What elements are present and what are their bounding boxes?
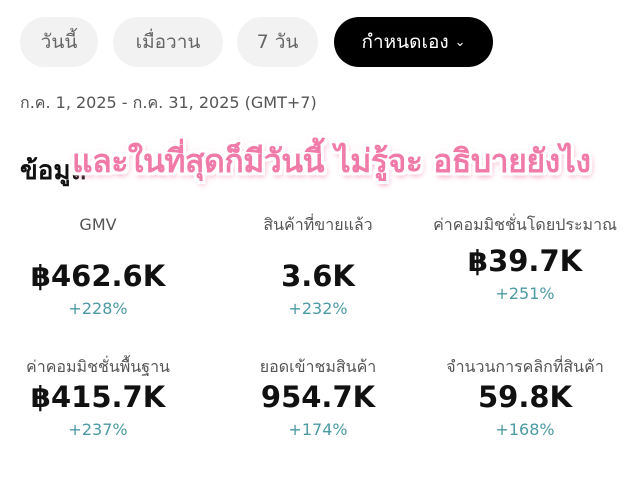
filter-yesterday[interactable]: เมื่อวาน — [113, 17, 223, 67]
metric-items-sold[interactable]: สินค้าที่ขายแล้ว 3.6K +232% — [213, 213, 423, 318]
metric-gmv[interactable]: GMV ฿462.6K +228% — [0, 213, 203, 318]
metric-label: ค่าคอมมิชชั่นพื้นฐาน — [26, 357, 170, 376]
metric-product-clicks[interactable]: จำนวนการคลิกที่สินค้า 59.8K +168% — [420, 355, 630, 439]
metric-label: จำนวนการคลิกที่สินค้า — [446, 357, 604, 376]
metric-change: +251% — [495, 284, 555, 303]
metric-product-views[interactable]: ยอดเข้าชมสินค้า 954.7K +174% — [213, 355, 423, 439]
metric-change: +232% — [288, 299, 348, 318]
metric-value: ฿462.6K — [30, 259, 166, 293]
filter-label: เมื่อวาน — [135, 31, 201, 53]
metric-base-commission[interactable]: ค่าคอมมิชชั่นพื้นฐาน ฿415.7K +237% — [0, 355, 203, 439]
date-range: ก.ค. 1, 2025 - ก.ค. 31, 2025 (GMT+7) — [20, 93, 317, 112]
filter-label: กำหนดเอง — [361, 31, 449, 53]
filter-today[interactable]: วันนี้ — [20, 17, 98, 67]
metric-label: ค่าคอมมิชชั่นโดยประมาณ — [433, 215, 617, 234]
metric-change: +228% — [68, 299, 128, 318]
overlay-caption: และในที่สุดก็มีวันนี้ ไม่รู้จะ อธิบายยัง… — [72, 142, 591, 180]
chevron-down-icon: ⌄ — [454, 34, 466, 50]
metric-change: +168% — [495, 420, 555, 439]
metric-label: สินค้าที่ขายแล้ว — [263, 215, 373, 234]
metric-value: ฿39.7K — [467, 244, 583, 278]
filter-label: 7 วัน — [256, 31, 299, 53]
metric-label: ยอดเข้าชมสินค้า — [259, 357, 377, 376]
metric-est-commission[interactable]: ค่าคอมมิชชั่นโดยประมาณ ฿39.7K +251% — [430, 213, 620, 303]
metric-change: +174% — [288, 420, 348, 439]
filter-custom[interactable]: กำหนดเอง ⌄ — [334, 17, 493, 67]
metric-change: +237% — [68, 420, 128, 439]
metric-value: ฿415.7K — [30, 380, 166, 414]
filter-7-days[interactable]: 7 วัน — [237, 17, 318, 67]
metric-value: 954.7K — [260, 380, 376, 414]
metric-value: 59.8K — [477, 380, 573, 414]
section-title: ข้อมูล — [20, 156, 87, 186]
filter-label: วันนี้ — [40, 31, 78, 53]
metric-value: 3.6K — [281, 259, 355, 293]
metric-label: GMV — [79, 215, 117, 234]
